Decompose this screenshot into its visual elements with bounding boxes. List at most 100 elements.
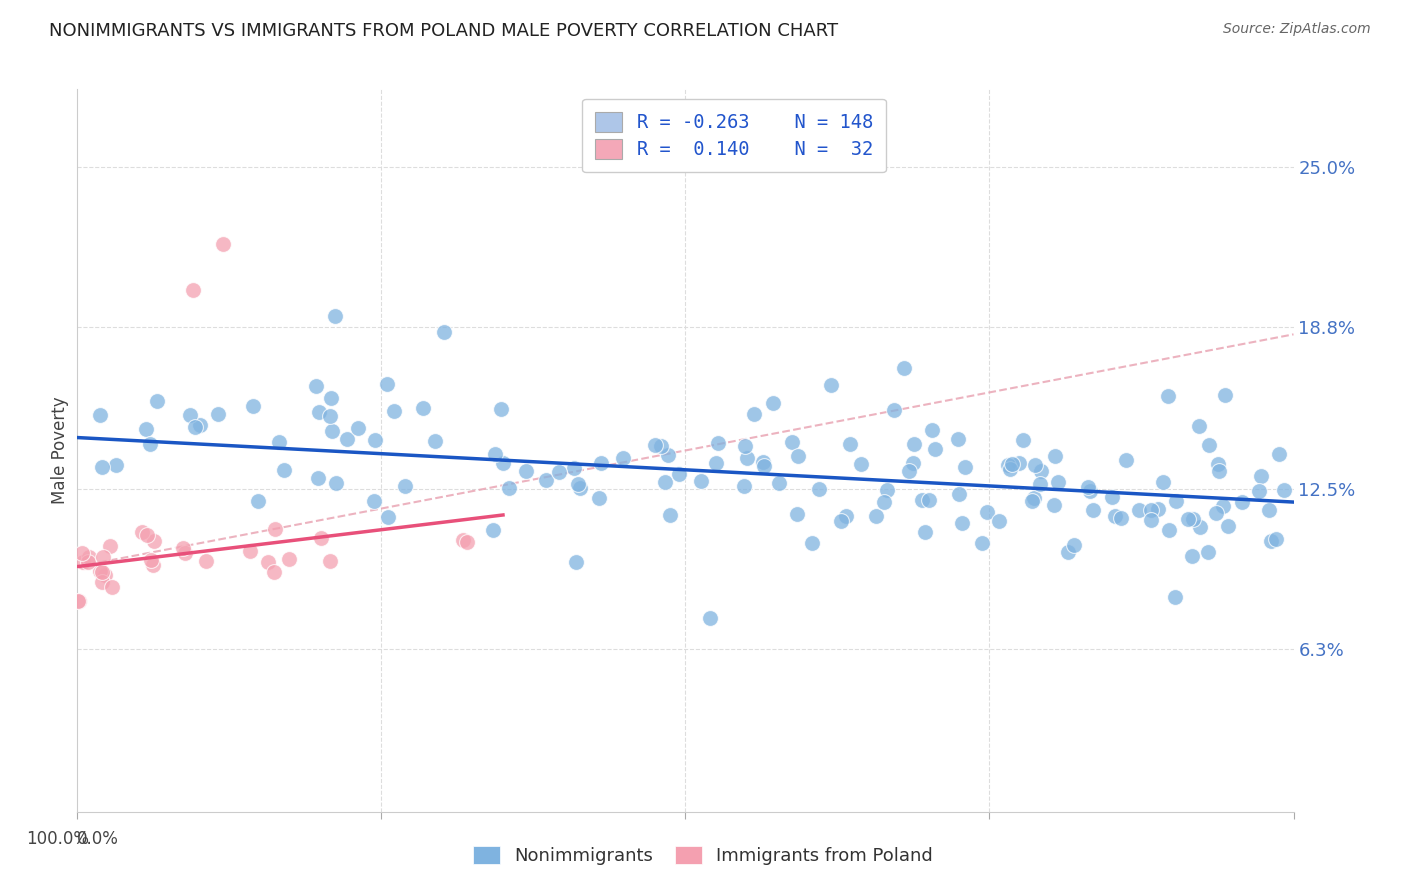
Point xyxy=(382,403,405,417)
Point xyxy=(1000,462,1022,476)
Point xyxy=(139,553,162,567)
Point xyxy=(808,482,831,496)
Point xyxy=(247,494,270,508)
Point xyxy=(650,439,672,453)
Point xyxy=(1268,447,1291,461)
Point xyxy=(336,432,359,446)
Point xyxy=(1077,480,1099,494)
Point xyxy=(734,439,756,453)
Point xyxy=(263,565,285,579)
Point xyxy=(1205,506,1227,520)
Point xyxy=(950,516,973,531)
Point xyxy=(257,555,280,569)
Point xyxy=(347,421,370,435)
Legend: Nonimmigrants, Immigrants from Poland: Nonimmigrants, Immigrants from Poland xyxy=(464,837,942,874)
Point xyxy=(780,434,803,449)
Point xyxy=(91,565,114,579)
Point xyxy=(1181,512,1204,526)
Point xyxy=(910,493,932,508)
Point xyxy=(1258,503,1281,517)
Point xyxy=(1247,484,1270,499)
Point xyxy=(104,458,127,472)
Point xyxy=(91,575,114,590)
Point xyxy=(547,466,569,480)
Point xyxy=(948,487,970,501)
Point xyxy=(363,494,385,508)
Point xyxy=(423,434,446,448)
Point xyxy=(1140,512,1163,526)
Point xyxy=(1012,434,1035,448)
Point xyxy=(1197,544,1219,558)
Point xyxy=(239,544,262,558)
Point xyxy=(1260,534,1282,549)
Point xyxy=(179,408,201,422)
Point xyxy=(394,478,416,492)
Point xyxy=(183,419,205,434)
Point xyxy=(1264,532,1286,546)
Point xyxy=(1045,449,1067,463)
Point xyxy=(1140,502,1163,516)
Point xyxy=(142,558,165,573)
Point xyxy=(305,379,328,393)
Point xyxy=(876,483,898,498)
Point xyxy=(820,378,842,392)
Point xyxy=(706,456,728,470)
Point xyxy=(851,457,873,471)
Point xyxy=(207,407,229,421)
Point xyxy=(1216,518,1239,533)
Point xyxy=(1115,453,1137,467)
Point xyxy=(1022,491,1045,505)
Point xyxy=(1181,549,1204,564)
Point xyxy=(1101,491,1123,505)
Point xyxy=(482,523,505,537)
Point xyxy=(1021,494,1043,508)
Point xyxy=(1128,503,1150,517)
Point xyxy=(924,442,946,457)
Point xyxy=(1250,468,1272,483)
Point xyxy=(1063,538,1085,552)
Point xyxy=(903,437,925,451)
Point xyxy=(1212,499,1234,513)
Point xyxy=(1198,438,1220,452)
Point xyxy=(997,458,1019,473)
Point xyxy=(883,403,905,417)
Point xyxy=(872,494,894,508)
Point xyxy=(612,451,634,466)
Point xyxy=(1043,498,1066,512)
Point xyxy=(456,535,478,549)
Text: Source: ZipAtlas.com: Source: ZipAtlas.com xyxy=(1223,22,1371,37)
Point xyxy=(1164,493,1187,508)
Text: 100.0%: 100.0% xyxy=(27,830,90,847)
Point xyxy=(988,514,1011,528)
Point xyxy=(1152,475,1174,490)
Point xyxy=(308,405,330,419)
Point xyxy=(657,448,679,462)
Point xyxy=(94,567,117,582)
Point xyxy=(591,456,613,470)
Point xyxy=(67,594,90,608)
Point xyxy=(898,464,921,478)
Point xyxy=(1001,458,1024,472)
Point xyxy=(135,422,157,436)
Point xyxy=(865,508,887,523)
Point xyxy=(1206,457,1229,471)
Point xyxy=(707,436,730,450)
Point xyxy=(787,450,810,464)
Point xyxy=(89,409,111,423)
Point xyxy=(1056,545,1078,559)
Point xyxy=(918,492,941,507)
Point xyxy=(91,460,114,475)
Point xyxy=(733,479,755,493)
Point xyxy=(412,401,434,416)
Point xyxy=(451,533,474,547)
Point xyxy=(762,395,785,409)
Point xyxy=(1080,483,1102,498)
Point xyxy=(364,434,387,448)
Point xyxy=(325,476,347,491)
Point xyxy=(307,471,329,485)
Point xyxy=(1232,495,1254,509)
Point xyxy=(534,473,557,487)
Point xyxy=(242,399,264,413)
Point xyxy=(498,482,520,496)
Point xyxy=(172,541,194,555)
